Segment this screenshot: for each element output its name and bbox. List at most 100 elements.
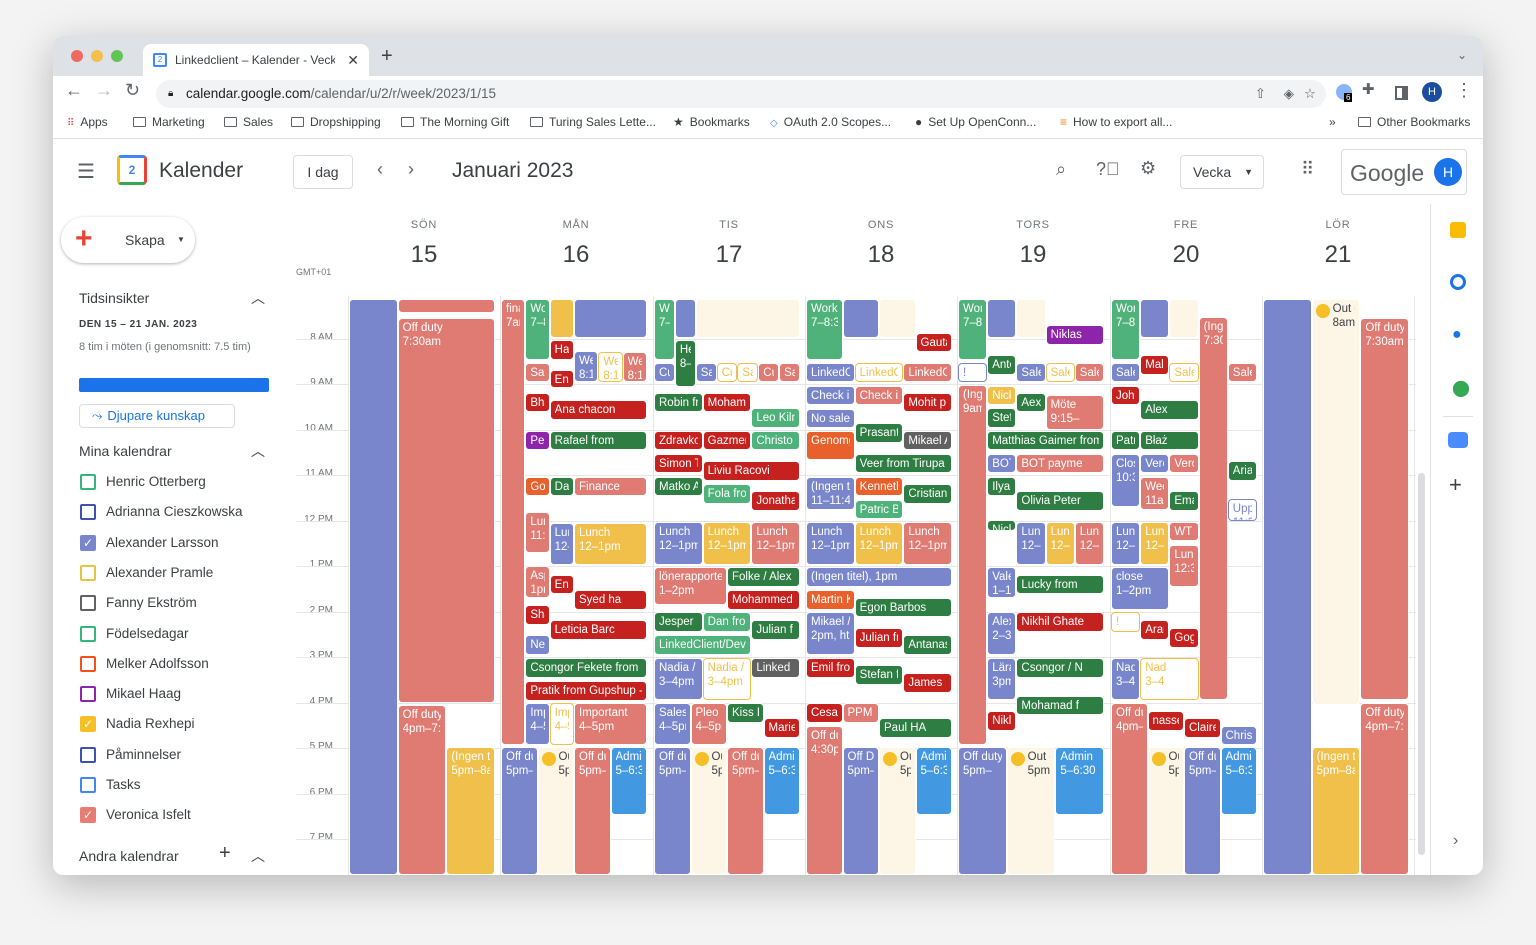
calendar-event[interactable]: Weekly 8:15 [598, 352, 623, 382]
calendar-item[interactable]: Tasks [78, 770, 278, 800]
next-week-icon[interactable]: › [408, 159, 414, 179]
calendar-event[interactable]: Nadia / 3–4pm [654, 658, 703, 700]
calendar-event[interactable]: Niklas [1045, 325, 1104, 345]
day-header[interactable]: MÅN 16 [500, 219, 652, 269]
calendar-event[interactable]: Sa [695, 363, 717, 382]
calendar-event[interactable]: Lunch 12:30–1:30pm [1169, 545, 1199, 587]
calendar-event[interactable]: ! [1111, 612, 1141, 632]
calendar-event[interactable]: Patric Burstein [854, 500, 904, 519]
keep-icon[interactable] [1450, 222, 1466, 238]
calendar-event[interactable]: Cu [758, 363, 780, 382]
search-icon[interactable]: ⌕ [1056, 159, 1067, 179]
calendar-event[interactable]: Lunch 12–1pm [903, 522, 952, 565]
calendar-event[interactable]: Off duty 5pm– [501, 747, 538, 875]
calendar-event[interactable]: Matko A [654, 477, 703, 496]
install-icon[interactable]: ◈ [1283, 86, 1294, 101]
calendar-event[interactable]: Patr [1111, 431, 1141, 450]
collapse-insights-icon[interactable]: ︿ [251, 290, 265, 306]
calendar-event[interactable]: Finance [574, 477, 647, 496]
calendar-event[interactable]: LinkedClient/Develeap - S [654, 635, 752, 655]
calendar-event[interactable] [349, 299, 398, 875]
day-header[interactable]: FRE 20 [1110, 219, 1262, 269]
calendar-event[interactable]: Mikael / Alexa 2pm, ht [806, 612, 855, 655]
calendar-event[interactable]: Off duty 5pm–1 [1184, 747, 1221, 875]
calendar-event[interactable] [549, 299, 574, 338]
checkbox[interactable] [80, 655, 96, 672]
calendar-event[interactable]: Weekly 8:15 [574, 351, 599, 382]
calendar-event[interactable]: Neeraj Kumar from S [525, 635, 550, 655]
grid-scrollbar[interactable] [1418, 473, 1425, 855]
calendar-event[interactable]: Sale [1016, 363, 1046, 382]
day-header[interactable]: LÖR 21 [1262, 219, 1414, 269]
calendar-event[interactable]: Admin 5–6:30 [763, 747, 800, 815]
calendar-event[interactable]: Lun 12– [1140, 522, 1170, 565]
extensions-puzzle-icon[interactable]: ✚ [1362, 81, 1375, 98]
bookmarks-overflow[interactable]: » [1329, 115, 1336, 129]
calendar-event[interactable]: Enrik from Sc [549, 575, 574, 594]
add-calendar-icon[interactable]: + [219, 842, 231, 864]
calendar-event[interactable]: Malin [1140, 355, 1170, 375]
calendar-event[interactable]: Goga Rakocev [1169, 628, 1199, 648]
calendar-event[interactable]: Leticia Barc [549, 620, 647, 640]
checkbox[interactable] [80, 595, 96, 612]
calendar-item[interactable]: Adrianna Cieszkowska [78, 497, 278, 527]
calendar-event[interactable]: Aspia / 1pm, M [525, 566, 550, 598]
checkbox[interactable] [80, 625, 96, 642]
calendar-event[interactable]: Olivia Peter [1016, 491, 1104, 511]
calendar-event[interactable]: Rafael from [549, 431, 647, 450]
calendar-event[interactable]: Lära känna 3pm, Microsoft Teams [987, 658, 1017, 700]
calendar-event[interactable]: (Ingen titel), 1pm [806, 567, 952, 587]
calendar-event[interactable]: Important 4–5pm [549, 703, 574, 745]
calendar-event[interactable]: Out of office 5pm [879, 747, 916, 875]
browser-menu-icon[interactable]: ⋮ [1455, 80, 1473, 100]
calendar-event[interactable]: Important 4–5pm [574, 703, 647, 745]
create-button[interactable]: + Skapa ▼ [61, 217, 195, 263]
calendar-event[interactable]: Kenneth [854, 477, 904, 496]
minimize-window-button[interactable] [91, 50, 103, 62]
calendar-event[interactable]: WT nytt bal [1169, 522, 1199, 541]
calendar-event[interactable]: Workout 7–8:30am [1111, 299, 1141, 360]
calendar-event[interactable]: Lunch 12–1pm [751, 522, 800, 565]
calendar-event[interactable]: Sales 4–5pm [654, 703, 691, 745]
bookmark-sales[interactable]: Sales [224, 112, 273, 132]
calendar-event[interactable]: Mohamad f [1016, 696, 1104, 715]
calendar-event[interactable]: Cu [716, 363, 738, 382]
google-account-button[interactable]: Google H [1341, 149, 1467, 195]
bookmark-export[interactable]: ≡ How to export all... [1060, 112, 1172, 132]
calendar-event[interactable]: Gokhan [525, 477, 550, 496]
calendar-event[interactable] [574, 299, 647, 338]
calendar-event[interactable]: Off duty 5pm– [654, 747, 691, 875]
calendar-item[interactable]: Fanny Ekström [78, 588, 278, 618]
calendar-event[interactable]: Zdravko [654, 431, 703, 450]
calendar-event[interactable] [397, 299, 495, 313]
calendar-event[interactable]: Nadia / 3–4pm [702, 658, 752, 700]
calendar-event[interactable]: Mohit p [903, 393, 952, 412]
day-header[interactable]: SÖN 15 [348, 219, 500, 269]
calendar-event[interactable]: Sales [1227, 363, 1257, 382]
previous-week-icon[interactable]: ‹ [377, 159, 383, 179]
checkbox[interactable] [80, 746, 96, 763]
calendar-event[interactable]: Nikhil Ghate [1016, 612, 1104, 632]
calendar-event[interactable]: Weekly 11am [1140, 477, 1170, 510]
bookmark-morning-gift[interactable]: The Morning Gift [401, 112, 509, 132]
calendar-event[interactable]: Off duty 7:30am [1360, 318, 1409, 700]
calendar-event[interactable]: Off duty 7:30am [397, 318, 495, 703]
calendar-event[interactable]: Nick [987, 520, 1017, 531]
calendar-event[interactable]: Shaun Gilbride from [525, 605, 550, 625]
calendar-event[interactable]: Admin 5–6:30 [610, 747, 647, 815]
calendar-event[interactable] [987, 299, 1017, 338]
bookmark-apps[interactable]: ⠿ Apps [67, 112, 108, 132]
calendar-event[interactable]: Enrik f [549, 370, 574, 388]
calendar-event[interactable]: Workout 7–8:30am [806, 299, 843, 360]
calendar-event[interactable]: Out of office 5pm [1147, 747, 1184, 875]
calendar-event[interactable]: Simon Tyleb [654, 454, 703, 473]
calendar-event[interactable]: Lunch 12–1pm [574, 523, 647, 565]
calendar-event[interactable]: Weekly 8:15 [622, 352, 647, 382]
calendar-event[interactable]: Check i [806, 386, 855, 405]
today-button[interactable]: I dag [293, 155, 353, 189]
calendar-event[interactable]: Ariane [1227, 461, 1257, 481]
calendar-event[interactable]: Cu [654, 363, 675, 382]
calendar-event[interactable]: Ana chacon [549, 400, 647, 420]
calendar-event[interactable]: Out of office 5pm [690, 747, 727, 875]
calendar-event[interactable]: Pelle Gustafsson [525, 431, 550, 450]
